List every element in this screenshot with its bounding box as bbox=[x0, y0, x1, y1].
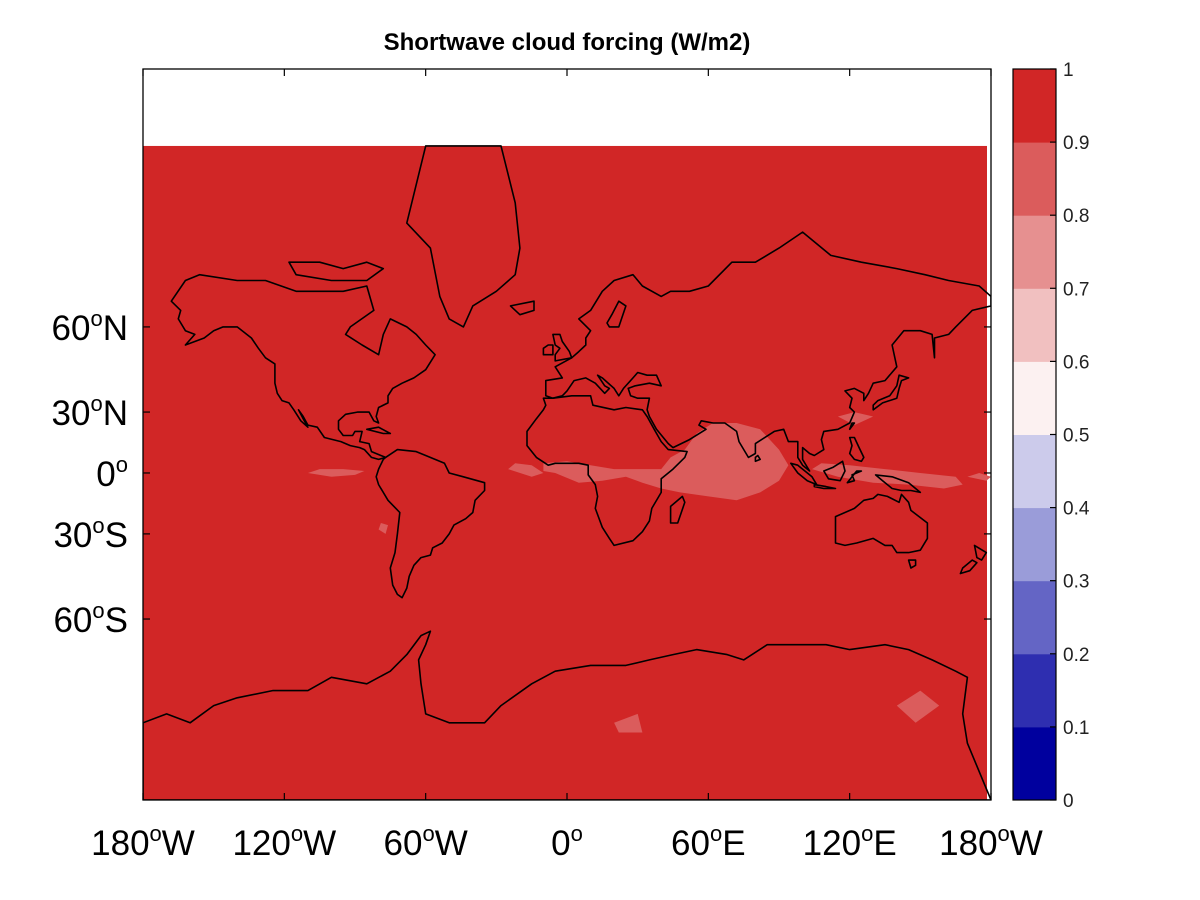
x-tick-label: 60oE bbox=[671, 821, 746, 863]
y-tick-label: 30oS bbox=[53, 513, 128, 555]
field-region-6 bbox=[967, 473, 991, 481]
colorbar-swatch bbox=[1013, 507, 1056, 582]
colorbar-tick-label: 1 bbox=[1063, 60, 1074, 81]
coast-philippines bbox=[848, 436, 865, 463]
coast-taiwan bbox=[848, 422, 856, 431]
coast-java bbox=[813, 483, 837, 490]
field-region-1 bbox=[307, 469, 365, 477]
field-region-0 bbox=[543, 423, 789, 501]
colorbar-tick-label: 0.4 bbox=[1063, 499, 1090, 520]
colorbar-swatch bbox=[1013, 361, 1056, 435]
colorbar-tick-label: 0 bbox=[1063, 791, 1074, 812]
field-region-8 bbox=[614, 713, 643, 733]
forcing-field bbox=[143, 145, 991, 800]
coast-borneo bbox=[823, 460, 846, 482]
field-region-2 bbox=[508, 463, 544, 477]
colorbar-tick-label: 0.6 bbox=[1063, 352, 1089, 373]
colorbar: 0 0.1 0.2 0.3 0.4 0.5 0.6 0.7 0.8 0.9 1 bbox=[1012, 60, 1090, 812]
coast-japan bbox=[872, 374, 910, 411]
coast-cuba bbox=[366, 426, 392, 435]
coast-north-america bbox=[170, 273, 436, 461]
chart-title: Shortwave cloud forcing (W/m2) bbox=[384, 29, 751, 56]
map-plot-area: 180oW 120oW 60oW 0o 60oE 120oE 180oW 60oN 30oN 0… bbox=[52, 68, 1043, 863]
colorbar-tick-label: 0.9 bbox=[1063, 133, 1089, 154]
colorbar-swatch bbox=[1013, 726, 1056, 801]
colorbar-swatch bbox=[1013, 142, 1056, 216]
colorbar-tick-label: 0.3 bbox=[1063, 572, 1089, 593]
y-axis-ticks: 60oN 30oN 0o 30oS 60oS bbox=[52, 306, 991, 640]
coastline-layer bbox=[143, 145, 991, 800]
coast-new-zealand-north bbox=[973, 544, 988, 561]
x-tick-label: 120oW bbox=[232, 821, 336, 863]
y-tick-label: 60oS bbox=[53, 598, 128, 640]
x-axis-ticks: 180oW 120oW 60oW 0o 60oE 120oE 180oW bbox=[91, 69, 1043, 863]
colorbar-tick-label: 0.5 bbox=[1063, 426, 1089, 447]
y-tick-label: 60oN bbox=[52, 306, 128, 348]
coast-sri-lanka bbox=[754, 454, 761, 463]
field-region-4 bbox=[837, 412, 874, 426]
colorbar-swatch bbox=[1013, 653, 1056, 728]
coast-australia bbox=[834, 493, 929, 554]
coast-madagascar bbox=[669, 495, 686, 524]
coast-great-britain bbox=[552, 333, 573, 362]
coast-south-america bbox=[375, 448, 486, 599]
y-tick-label: 30oN bbox=[52, 391, 128, 433]
colorbar-swatch bbox=[1013, 580, 1056, 655]
coast-greenland-south bbox=[406, 145, 521, 328]
coast-eurasia bbox=[545, 231, 991, 472]
coast-hudson-islands bbox=[288, 261, 385, 282]
x-tick-label: 120oE bbox=[803, 821, 897, 863]
colorbar-tick-label: 0.8 bbox=[1063, 206, 1089, 227]
colorbar-tick-label: 0.7 bbox=[1063, 279, 1089, 300]
coast-tasmania bbox=[907, 559, 917, 569]
x-tick-label: 180oW bbox=[91, 821, 195, 863]
field-region-7 bbox=[896, 690, 940, 723]
field-region-5 bbox=[378, 523, 388, 534]
coast-new-guinea bbox=[874, 474, 922, 494]
colorbar-swatch bbox=[1013, 288, 1056, 362]
x-tick-label: 180oW bbox=[939, 821, 1043, 863]
colorbar-swatch bbox=[1013, 434, 1056, 509]
x-tick-label: 60oW bbox=[384, 821, 468, 863]
colorbar-swatch bbox=[1013, 69, 1056, 143]
colorbar-swatch bbox=[1013, 215, 1056, 289]
coast-antarctica bbox=[143, 630, 991, 800]
coast-sulawesi bbox=[846, 470, 863, 484]
coast-scandinavia-gulf bbox=[606, 300, 627, 328]
colorbar-tick-label: 0.2 bbox=[1063, 645, 1089, 666]
y-tick-label: 0o bbox=[96, 452, 128, 494]
coast-eurasia-africa bbox=[526, 395, 688, 547]
coast-iceland bbox=[509, 300, 535, 316]
coast-new-zealand-south bbox=[959, 559, 978, 575]
x-tick-label: 0o bbox=[551, 821, 583, 863]
colorbar-tick-label: 0.1 bbox=[1063, 718, 1089, 739]
coast-ireland bbox=[542, 344, 554, 356]
